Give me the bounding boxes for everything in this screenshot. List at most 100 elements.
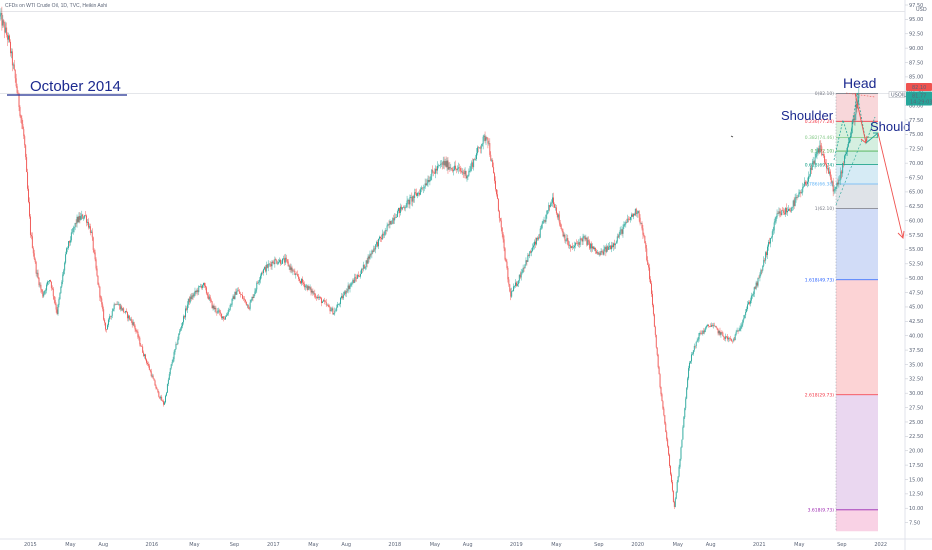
candle-body: [483, 135, 485, 137]
candle-body: [298, 276, 300, 279]
candle-body: [90, 231, 92, 233]
candle-body: [542, 220, 544, 224]
candle-body: [475, 158, 476, 160]
symbol-tag: [888, 91, 906, 98]
candle-body: [426, 183, 428, 186]
candle-body: [155, 385, 157, 389]
candle-body: [833, 189, 835, 192]
candle-body: [571, 246, 573, 248]
candle-body: [850, 133, 852, 137]
candle-body: [438, 165, 440, 166]
candle-body: [821, 146, 823, 155]
candle-body: [535, 241, 536, 245]
candle-body: [102, 304, 104, 310]
candle-body: [120, 306, 122, 310]
candle-body: [777, 213, 779, 214]
candle-body: [702, 330, 704, 334]
candle-body: [758, 277, 760, 279]
candle-body: [523, 267, 525, 269]
candle-body: [7, 34, 9, 40]
candle-body: [651, 283, 652, 294]
x-tick-label: 2017: [267, 542, 280, 548]
candle-body: [694, 345, 696, 347]
candle-body: [455, 165, 457, 169]
candle-body: [839, 179, 841, 181]
y-tick-label: 87.50: [909, 60, 923, 66]
candle-body: [686, 387, 688, 399]
candle-body: [366, 260, 368, 264]
candle-body: [94, 252, 96, 260]
candle-body: [324, 301, 326, 302]
candle-body: [303, 283, 305, 288]
candle-body: [576, 243, 578, 244]
candle-body: [750, 295, 752, 301]
candle-body: [112, 309, 114, 312]
candle-body: [593, 246, 594, 250]
candle-body: [701, 333, 703, 335]
y-tick-label: 7.50: [909, 520, 920, 526]
candle-body: [631, 214, 632, 217]
candle-body: [147, 364, 149, 366]
candle-body: [10, 51, 12, 54]
candle-body: [831, 181, 833, 183]
candle-body: [690, 354, 692, 362]
fib-level-label: 0.786(66.38): [805, 182, 835, 188]
candle-body: [390, 221, 392, 225]
candle-body: [516, 284, 518, 286]
candle-body: [13, 64, 15, 70]
candle-body: [554, 204, 555, 208]
candle-body: [745, 312, 747, 316]
candle-body: [394, 217, 396, 221]
candle-body: [113, 304, 115, 310]
candle-body: [485, 137, 487, 141]
candle-body: [217, 310, 219, 313]
candle-body: [133, 322, 135, 326]
candle-body: [362, 264, 364, 270]
candle-body: [203, 282, 204, 286]
candle-body: [799, 192, 801, 193]
candle-body: [176, 343, 178, 345]
candle-body: [665, 423, 667, 432]
candle-body: [67, 247, 68, 249]
candle-body: [389, 221, 391, 225]
candle-body: [760, 270, 762, 275]
candle-body: [469, 170, 471, 172]
y-tick-label: 32.50: [909, 377, 923, 383]
candle-body: [108, 316, 110, 320]
candle-body: [827, 168, 828, 169]
symbol-label: USOIL: [891, 93, 906, 99]
candle-body: [675, 491, 677, 499]
candle-body: [282, 258, 284, 259]
candle-body: [2, 20, 4, 26]
candle-body: [763, 259, 765, 266]
x-tick-label: Aug: [341, 542, 351, 548]
candle-body: [512, 291, 514, 292]
candle-body: [34, 259, 36, 263]
candle-body: [330, 310, 332, 312]
candle-body: [122, 308, 124, 311]
candle-body: [224, 316, 226, 320]
candle-body: [639, 217, 641, 224]
candle-body: [457, 167, 459, 169]
candle-body: [519, 274, 521, 278]
candle-body: [219, 310, 221, 313]
fibonacci-retracement[interactable]: 0(82.10) 0.236(77.28) 0.382(74.46) 0.5(72.1…: [805, 91, 878, 532]
drawings[interactable]: October 2014 Head Shoulder Should: [7, 75, 910, 239]
candle-body: [653, 314, 655, 327]
y-tick-label: 57.50: [909, 233, 923, 239]
y-tick-label: 22.50: [909, 434, 923, 440]
candle-body: [254, 291, 256, 295]
candle-body: [552, 197, 554, 203]
candle-body: [297, 274, 299, 277]
candle-body: [464, 170, 466, 175]
candle-body: [327, 304, 329, 306]
candle-body: [614, 243, 616, 246]
candle-body: [588, 240, 590, 242]
candle-body: [695, 341, 697, 347]
candle-body: [195, 290, 197, 293]
high-price-tag: [906, 83, 932, 91]
candle-body: [190, 296, 192, 300]
candle-body: [293, 270, 295, 272]
candle-body: [383, 234, 385, 236]
